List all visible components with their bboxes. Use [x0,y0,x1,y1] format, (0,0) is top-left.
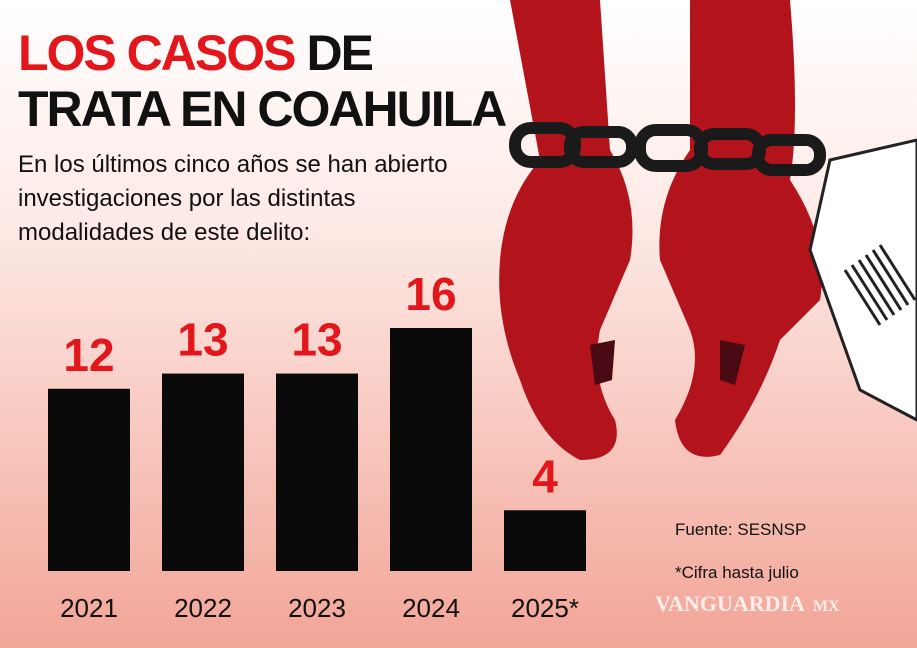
value-label: 16 [405,268,456,320]
x-tick-label: 2023 [288,593,346,623]
source: Fuente: SESNSP [675,520,806,539]
subtitle: En los últimos cinco años se han abierto… [18,151,448,246]
watermark: VANGUARDIA MX [655,591,840,616]
x-tick-label: 2021 [60,593,118,623]
watermark-brand: VANGUARDIA [655,591,805,616]
value-label: 12 [63,329,114,381]
x-tick-label: 2025* [511,593,579,623]
bar [48,388,130,571]
value-label: 4 [532,450,558,502]
x-tick-label: 2024 [402,593,460,623]
value-label: 13 [177,314,228,366]
title-part: DE [306,25,372,81]
chart-title-line-1: LOS CASOS DE [18,25,373,81]
subtitle-line: En los últimos cinco años se han abierto [18,151,448,178]
bar [504,510,586,571]
handcuffed-hands-illustration [499,0,917,460]
bar [162,373,244,571]
bar [276,373,358,571]
bar [390,328,472,571]
chart-title-line-2: TRATA EN COAHUILA [18,81,506,137]
value-label: 13 [291,314,342,366]
title-highlight: LOS CASOS [18,25,295,81]
note: *Cifra hasta julio [675,563,799,582]
subtitle-line: modalidades de este delito: [18,219,310,246]
subtitle-line: investigaciones por las distintas [18,185,356,212]
x-tick-label: 2022 [174,593,232,623]
watermark-suffix: MX [813,598,840,615]
